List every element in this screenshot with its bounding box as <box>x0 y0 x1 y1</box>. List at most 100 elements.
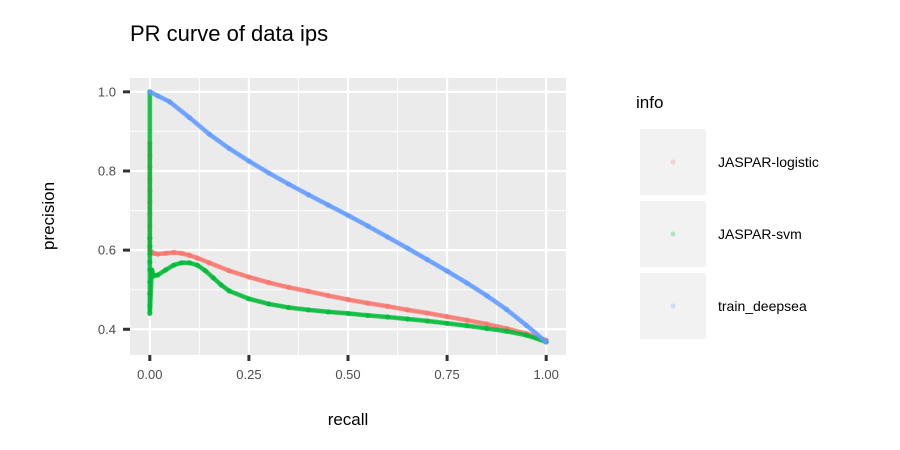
data-point <box>424 257 430 263</box>
curve-point <box>396 241 402 246</box>
curve-point <box>514 328 519 334</box>
curve-point <box>259 166 265 172</box>
curve-point <box>450 321 456 327</box>
curve-point <box>198 256 204 262</box>
curve-point <box>420 309 426 315</box>
curve-point <box>536 335 541 341</box>
curve-point <box>267 171 273 176</box>
curve-point <box>175 105 181 111</box>
data-point <box>163 267 169 273</box>
curve-point <box>330 205 336 211</box>
curve-point <box>189 261 195 266</box>
curve-point <box>147 125 153 130</box>
curve-point <box>312 308 318 313</box>
curve-point <box>456 275 462 281</box>
curve-point <box>207 272 213 278</box>
curve-point <box>439 265 445 271</box>
curve-point <box>198 124 204 130</box>
curve-point <box>450 315 456 321</box>
curve-point <box>147 181 153 186</box>
curve-point <box>529 333 535 338</box>
legend: info JASPAR-logistic JASPAR-svm train_deep… <box>636 93 819 339</box>
curve-point <box>147 161 153 166</box>
curve-point <box>236 271 242 277</box>
curve-point <box>196 123 202 129</box>
curve-point <box>369 225 375 231</box>
data-point <box>484 293 490 299</box>
curve-point <box>477 325 483 330</box>
curve-point <box>459 277 465 283</box>
data-point <box>155 251 161 257</box>
curve-point <box>296 187 302 193</box>
curve-point <box>241 294 246 300</box>
curve-point <box>516 331 522 337</box>
curve-point <box>399 306 405 312</box>
curve-point <box>509 311 515 317</box>
curve-point <box>147 178 153 184</box>
curve-point <box>336 310 342 316</box>
curve-point <box>147 204 153 210</box>
curve-point <box>212 277 218 282</box>
curve-point <box>340 310 346 316</box>
curve-point <box>229 289 235 295</box>
curve-point <box>319 199 325 205</box>
curve-point <box>430 260 436 266</box>
legend-items: JASPAR-logistic JASPAR-svm train_deepsea <box>640 129 819 339</box>
curve-point <box>156 251 162 257</box>
curve-point <box>147 309 153 315</box>
curve-point <box>367 301 373 306</box>
curve-point <box>508 329 514 335</box>
curve-point <box>326 293 332 299</box>
curve-point <box>268 280 274 286</box>
curve-point <box>350 215 356 221</box>
curve-point <box>388 314 394 320</box>
curve-point <box>395 240 401 246</box>
curve-point <box>229 147 235 153</box>
curve-point <box>147 132 153 138</box>
curve-point <box>147 106 153 111</box>
curve-point <box>425 257 431 263</box>
curve-point <box>289 305 295 311</box>
curve-point <box>449 321 455 327</box>
curve-point <box>406 316 412 322</box>
curve-point <box>147 255 153 260</box>
curve-point <box>427 318 433 324</box>
curve-point <box>147 304 153 310</box>
data-point <box>171 262 177 268</box>
curve-point <box>147 101 153 107</box>
data-point <box>484 321 490 327</box>
curve-point <box>280 304 286 309</box>
curve-point <box>537 337 542 343</box>
curve-point <box>181 251 187 257</box>
curve-point <box>440 313 445 319</box>
curve-point <box>409 317 415 322</box>
curve-point <box>247 296 253 302</box>
data-point <box>385 303 391 309</box>
curve-point <box>269 281 275 286</box>
curve-point <box>412 308 417 314</box>
curve-point <box>487 326 493 332</box>
curve-point <box>351 311 357 317</box>
curve-point <box>209 261 214 267</box>
curve-point <box>148 282 154 288</box>
curve-point <box>532 329 537 335</box>
curve-point <box>147 114 153 120</box>
curve-point <box>189 253 195 259</box>
curve-point <box>311 290 317 295</box>
curve-point <box>430 319 436 325</box>
x-tick-label: 0.25 <box>236 367 261 382</box>
curve-point <box>221 142 227 148</box>
curve-point <box>147 140 153 146</box>
curve-point <box>433 319 438 325</box>
curve-point <box>147 306 153 312</box>
curve-point <box>470 284 476 290</box>
curve-point <box>508 327 514 333</box>
curve-point <box>465 318 471 323</box>
curve-point <box>147 157 153 163</box>
curve-point <box>147 131 153 136</box>
curve-point <box>381 232 386 238</box>
curve-point <box>438 313 444 318</box>
curve-point <box>148 285 154 290</box>
curve-point <box>147 208 153 214</box>
curve-point <box>520 320 526 325</box>
